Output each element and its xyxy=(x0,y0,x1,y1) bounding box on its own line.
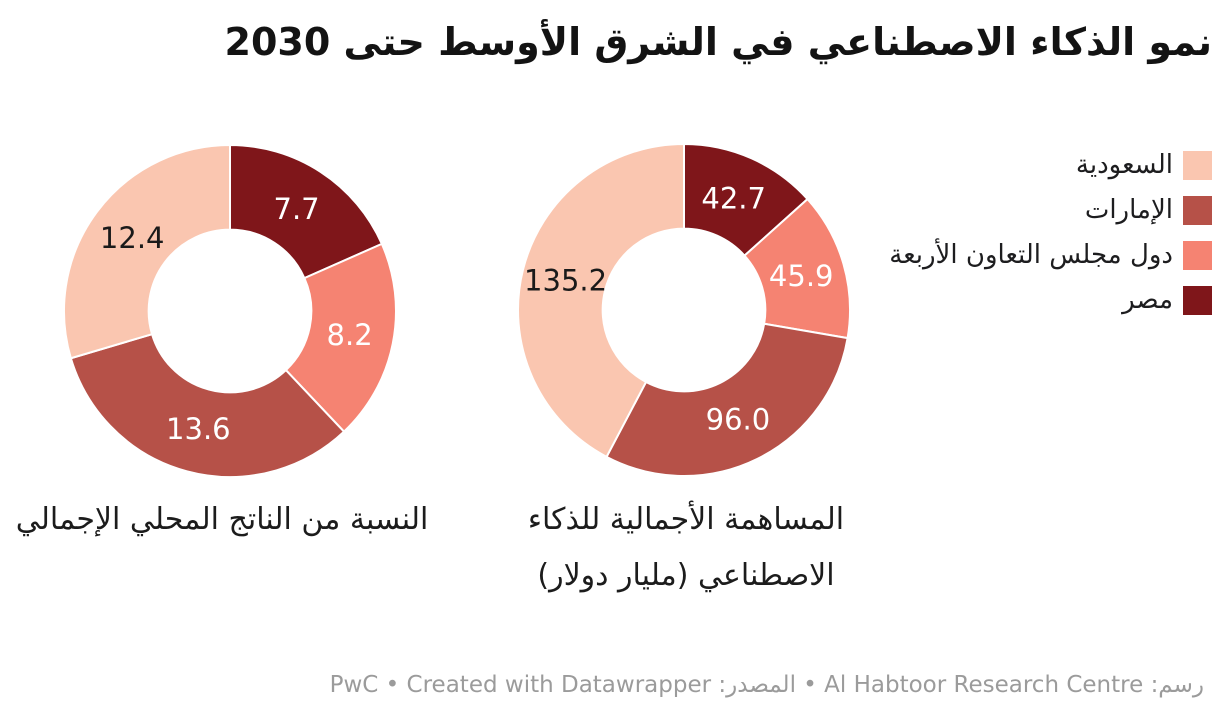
donut-value-label-saudi-arabia: 12.4 xyxy=(100,221,165,255)
legend-swatch-uae xyxy=(1183,196,1212,225)
donut-slice-saudi-arabia xyxy=(517,142,685,459)
donut-value-label-egypt: 7.7 xyxy=(274,192,320,226)
byline-link[interactable]: Al Habtoor Research Centre xyxy=(824,672,1144,698)
footer-separator: • xyxy=(385,672,400,698)
gdp-share-donut: 7.7 8.2 13.6 12.4 xyxy=(63,143,397,478)
donut-value-label-uae: 13.6 xyxy=(166,412,231,446)
source-label: المصدر: xyxy=(718,672,796,698)
legend-item-egypt: مصر xyxy=(889,286,1212,315)
legend-item-saudi-arabia: السعودية xyxy=(889,151,1212,180)
legend: السعودية الإمارات دول مجلس التعاون الأرب… xyxy=(889,151,1212,315)
legend-swatch-gcc-four xyxy=(1183,241,1212,270)
donut-slice-egypt xyxy=(229,143,384,280)
ai-contribution-donut: 42.7 45.9 96.0 135.2 xyxy=(517,142,851,477)
datawrapper-attribution-link[interactable]: Created with Datawrapper xyxy=(406,672,712,698)
legend-item-gcc-four: دول مجلس التعاون الأربعة xyxy=(889,241,1212,270)
footer-attribution: رسم: Al Habtoor Research Centre • المصدر… xyxy=(330,672,1204,698)
donut-value-label-gcc-four: 8.2 xyxy=(327,318,373,352)
byline-label: رسم: xyxy=(1150,672,1204,698)
gdp-share-caption: النسبة من الناتج المحلي الإجمالي xyxy=(15,502,429,537)
legend-swatch-saudi-arabia xyxy=(1183,151,1212,180)
donut-slice-saudi-arabia xyxy=(63,143,231,360)
donut-value-label-gcc-four: 45.9 xyxy=(769,259,834,293)
donut-slice-gcc-four xyxy=(284,242,397,434)
donut-slice-uae xyxy=(69,332,346,478)
donut-value-label-saudi-arabia: 135.2 xyxy=(524,264,607,298)
chart-title: نمو الذكاء الاصطناعي في الشرق الأوسط حتى… xyxy=(224,20,1212,64)
legend-label-saudi-arabia: السعودية xyxy=(1075,150,1173,181)
legend-label-egypt: مصر xyxy=(1122,285,1173,316)
legend-label-gcc-four: دول مجلس التعاون الأربعة xyxy=(889,240,1173,271)
footer-separator: • xyxy=(803,672,817,698)
donut-value-label-uae: 96.0 xyxy=(706,402,771,436)
source-link[interactable]: PwC xyxy=(329,672,379,698)
donut-value-label-egypt: 42.7 xyxy=(701,182,766,216)
ai-contribution-caption: المساهمة الأجمالية للذكاء الاصطناعي (ملي… xyxy=(527,502,845,593)
donut-slice-uae xyxy=(605,322,849,477)
legend-label-uae: الإمارات xyxy=(1084,195,1173,226)
legend-swatch-egypt xyxy=(1183,286,1212,315)
legend-item-uae: الإمارات xyxy=(889,196,1212,225)
